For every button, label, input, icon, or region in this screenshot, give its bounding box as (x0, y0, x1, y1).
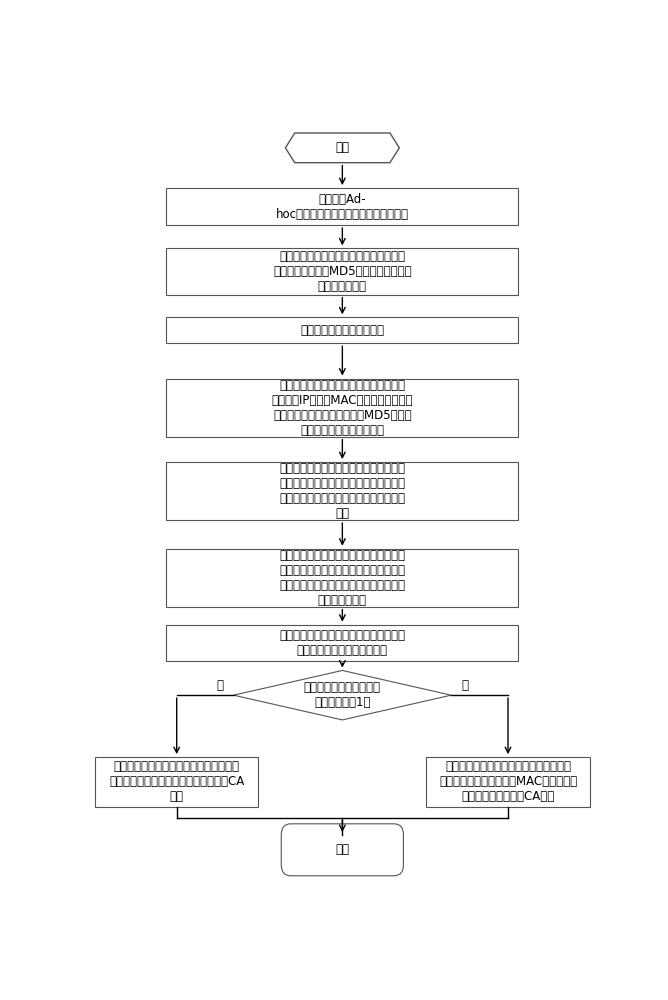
Bar (166, 549, 518, 607)
Text: 是: 是 (216, 679, 223, 692)
Bar (426, 757, 590, 807)
Text: 否: 否 (462, 679, 468, 692)
Text: 每个节点将选出的值最小的异或运算结果
对应的整型数据所属的节点选举为新的CA
节点: 每个节点将选出的值最小的异或运算结果 对应的整型数据所属的节点选举为新的CA 节… (109, 760, 244, 803)
Polygon shape (234, 670, 451, 720)
Text: 当前申请节点广播请求数据: 当前申请节点广播请求数据 (301, 324, 384, 337)
Bar (166, 188, 518, 225)
Bar (166, 317, 518, 343)
FancyBboxPatch shape (281, 824, 403, 876)
Text: 每个节点将自身对应的数据集合中的每个
整型数据的二进制数与接收到的请求数据
的二进制数进行按位异或运算，得到对应
的异或运算结果: 每个节点将自身对应的数据集合中的每个 整型数据的二进制数与接收到的请求数据 的二… (279, 549, 405, 607)
Bar (166, 248, 518, 295)
Bar (166, 462, 518, 520)
Text: 每个节点在接收到请求数据后，将生成的
随机数、IP地址及MAC地址按序组成一串
数据，然后对组成的数据进行MD5散列信
息摘要计算，得到整型数据: 每个节点在接收到请求数据后，将生成的 随机数、IP地址及MAC地址按序组成一串 … (272, 379, 413, 437)
Bar (166, 625, 518, 661)
Bar (95, 757, 259, 807)
Text: 每个节点将选出的多个异或运算结果对应
的整型数据所属的节点中MAC地址最小的
一个节点选举为新的CA节点: 每个节点将选出的多个异或运算结果对应 的整型数据所属的节点中MAC地址最小的 一… (439, 760, 577, 803)
Bar (166, 379, 518, 437)
Polygon shape (285, 133, 399, 163)
Text: 开始: 开始 (335, 141, 349, 154)
Text: 将待加入Ad-
hoc网络中的新的节点作为当前申请节点: 将待加入Ad- hoc网络中的新的节点作为当前申请节点 (276, 193, 409, 221)
Text: 每个节点从自身对应的所有异或运算结果
中选出值最小的异或运算结果: 每个节点从自身对应的所有异或运算结果 中选出值最小的异或运算结果 (279, 629, 405, 657)
Text: 结束: 结束 (335, 843, 349, 856)
Text: 当前申请节点生成证书请求文件，然后对
证书请求文件进行MD5散列信息摘要计算
，得到请求数据: 当前申请节点生成证书请求文件，然后对 证书请求文件进行MD5散列信息摘要计算 ，… (273, 250, 411, 293)
Text: 选出的值最小的异或运算
结果是否仅为1个: 选出的值最小的异或运算 结果是否仅为1个 (304, 681, 381, 709)
Text: 每个节点向其余所有节点广播自身对应的
整型数据，每个节点将自身对应的整型数
据与接收到的所有整型数据组成一个数据
集合: 每个节点向其余所有节点广播自身对应的 整型数据，每个节点将自身对应的整型数 据与… (279, 462, 405, 520)
